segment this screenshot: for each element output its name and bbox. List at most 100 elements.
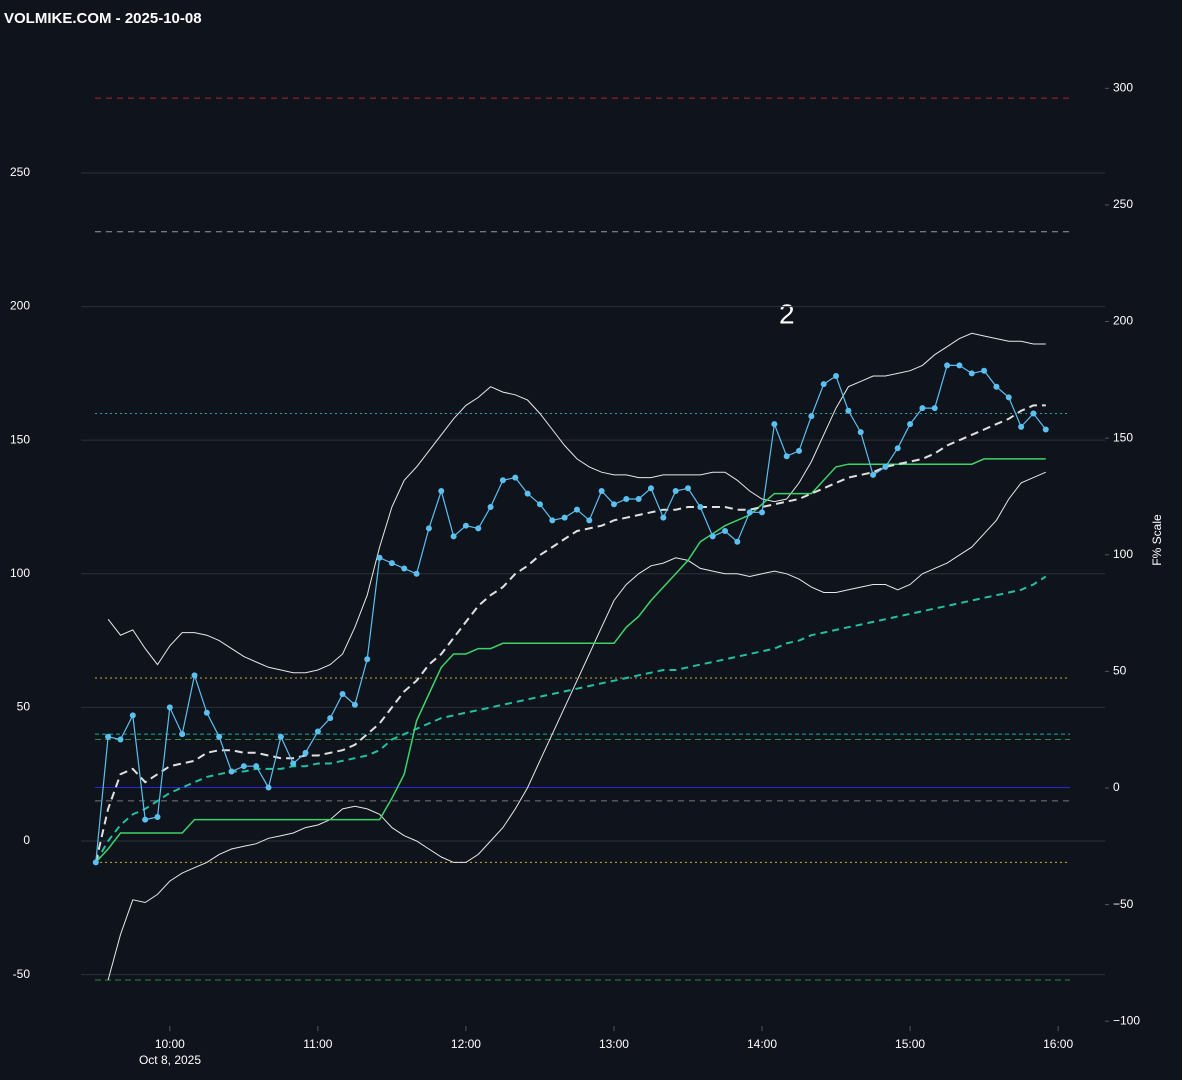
data-point — [376, 554, 383, 561]
y-tick-label: 200 — [10, 299, 30, 313]
data-point — [401, 565, 408, 572]
data-point — [228, 768, 235, 775]
series-line — [107, 471, 1046, 981]
data-point — [388, 560, 395, 567]
y-tick-label: -50 — [13, 967, 31, 981]
y2-tick-label: −100 — [1113, 1013, 1140, 1027]
data-point — [672, 487, 679, 494]
y2-tick-label: 0 — [1113, 780, 1120, 794]
data-point — [993, 383, 1000, 390]
data-point — [759, 509, 766, 516]
data-point — [746, 509, 753, 516]
data-point — [92, 859, 99, 866]
data-point — [438, 487, 445, 494]
data-point — [499, 477, 506, 484]
y2-tick-label: 50 — [1113, 664, 1127, 678]
data-point — [833, 373, 840, 380]
data-point — [734, 538, 741, 545]
data-point — [1042, 426, 1049, 433]
data-point — [894, 445, 901, 452]
data-point — [364, 656, 371, 663]
data-point — [623, 495, 630, 502]
y2-tick-label: 250 — [1113, 197, 1133, 211]
x-tick-label: 10:00 — [155, 1037, 185, 1051]
data-point — [290, 760, 297, 767]
data-point — [216, 733, 223, 740]
data-point — [462, 522, 469, 529]
data-point — [203, 709, 210, 716]
data-point — [1018, 423, 1025, 430]
x-tick-label: 14:00 — [747, 1037, 777, 1051]
y2-tick-label: 300 — [1113, 80, 1133, 94]
data-point — [931, 405, 938, 412]
data-point — [166, 704, 173, 711]
data-point — [117, 736, 124, 743]
data-point — [783, 453, 790, 460]
x-tick-label: 15:00 — [895, 1037, 925, 1051]
data-point — [722, 528, 729, 535]
data-point — [956, 362, 963, 369]
data-point — [129, 712, 136, 719]
data-point — [610, 501, 617, 508]
data-point — [1005, 394, 1012, 401]
data-point — [919, 405, 926, 412]
data-point — [845, 407, 852, 414]
series-line — [107, 332, 1046, 674]
y-tick-label: 250 — [10, 165, 30, 179]
data-point — [450, 533, 457, 540]
data-point — [302, 749, 309, 756]
data-point — [339, 691, 346, 698]
data-point — [586, 517, 593, 524]
y-tick-label: 150 — [10, 432, 30, 446]
x-date-label: Oct 8, 2025 — [139, 1053, 201, 1067]
x-tick-label: 13:00 — [599, 1037, 629, 1051]
data-point — [882, 463, 889, 470]
data-point — [709, 533, 716, 540]
data-point — [142, 816, 149, 823]
y2-tick-label: −50 — [1113, 897, 1134, 911]
data-point — [684, 485, 691, 492]
data-point — [561, 514, 568, 521]
data-point — [697, 503, 704, 510]
data-point — [105, 733, 112, 740]
data-point — [1030, 410, 1037, 417]
data-point — [796, 447, 803, 454]
chart-title: VOLMIKE.COM - 2025-10-08 — [4, 10, 202, 27]
data-point — [968, 370, 975, 377]
data-point — [314, 728, 321, 735]
y2-tick-label: 100 — [1113, 547, 1133, 561]
y2-tick-label: 200 — [1113, 314, 1133, 328]
data-point — [660, 514, 667, 521]
data-point — [512, 474, 519, 481]
data-point — [351, 701, 358, 708]
y-tick-label: 0 — [23, 833, 30, 847]
data-point — [808, 413, 815, 420]
data-point — [771, 421, 778, 428]
data-point — [944, 362, 951, 369]
data-point — [475, 525, 482, 532]
data-point — [647, 485, 654, 492]
y2-axis-label: F% Scale — [1150, 514, 1164, 566]
data-point — [265, 784, 272, 791]
data-point — [327, 715, 334, 722]
y-tick-label: 100 — [10, 566, 30, 580]
data-point — [191, 672, 198, 679]
data-point — [524, 490, 531, 497]
data-point — [820, 381, 827, 388]
data-point — [573, 506, 580, 513]
data-point — [981, 367, 988, 374]
data-point — [240, 763, 247, 770]
data-point — [179, 731, 186, 738]
data-point — [635, 495, 642, 502]
data-point — [253, 763, 260, 770]
x-tick-label: 11:00 — [303, 1037, 332, 1051]
y2-tick-label: 150 — [1113, 430, 1133, 444]
data-point — [857, 429, 864, 436]
annotation: 2 — [779, 298, 795, 329]
data-point — [907, 421, 914, 428]
data-point — [413, 570, 420, 577]
data-point — [536, 501, 543, 508]
data-point — [487, 503, 494, 510]
